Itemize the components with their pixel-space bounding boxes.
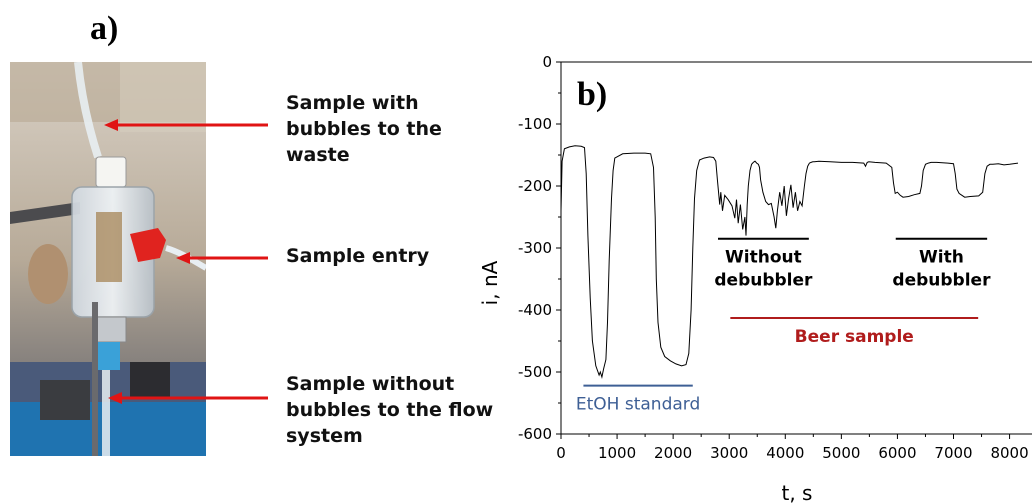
y-tick-label: 0 [542,53,552,71]
x-axis-label: t, s [782,481,813,503]
panel-label-a: a) [90,10,119,47]
callout-waste: Sample with bubbles to the waste [286,90,442,168]
annotation-label: EtOH standard [576,395,700,415]
panel-label-b: b) [577,76,607,113]
callout-line: bubbles to the flow [286,399,494,421]
x-tick-label: 6000 [878,444,916,462]
current-trace-line [560,145,1019,379]
x-tick-label: 3000 [710,444,748,462]
callout-flow-system: Sample without bubbles to the flow syste… [286,371,493,449]
x-tick-label: 8000 [990,444,1028,462]
y-tick-label: -400 [518,301,552,319]
callout-line: Sample without [286,373,455,395]
annotation-label-line2: debubbler [714,271,813,291]
annotation-label: Beer sample [795,327,914,347]
callout-entry: Sample entry [286,243,429,269]
chart-annotations: EtOH standard Without debubbler With debubbl… [576,237,991,415]
callout-line: Sample entry [286,245,430,267]
x-tick-label: 0 [556,444,566,462]
annotation-label: Without [725,248,802,268]
y-tick-label: -100 [518,115,552,133]
debubbler-photo-illustration [10,62,206,456]
y-tick-label: -500 [518,363,552,381]
callout-line: Sample with [286,92,419,114]
callout-line: waste [286,144,350,166]
y-tick-label: -200 [518,177,552,195]
callout-line: system [286,425,363,447]
x-tick-label: 5000 [822,444,860,462]
debubbler-photo [10,62,206,456]
y-tick-label: -600 [518,425,552,443]
annotation-label-line2: debubbler [892,271,991,291]
annotation-label: With [919,248,964,268]
x-tick-label: 2000 [654,444,692,462]
chart-ticks: 0-100-200-300-400-500-6000 1000 2000 3000 40… [518,53,1029,462]
x-tick-label: 1000 [598,444,636,462]
y-axis-label: i, nA [478,260,502,305]
x-tick-label: 4000 [766,444,804,462]
callout-line: bubbles to the [286,118,442,140]
x-tick-label: 7000 [934,444,972,462]
y-tick-label: -300 [518,239,552,257]
